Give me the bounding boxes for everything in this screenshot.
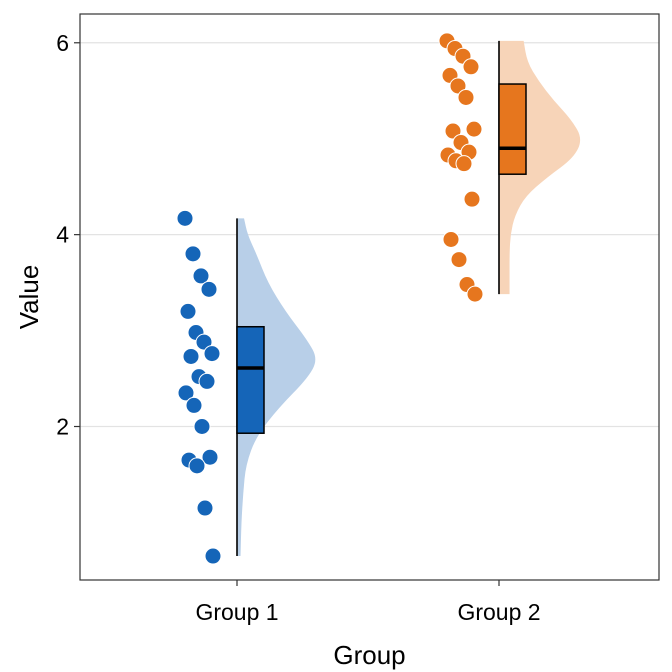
grid-lines (80, 42, 659, 428)
data-point (462, 58, 480, 76)
plot-panel-border (79, 13, 660, 581)
data-point (192, 267, 210, 285)
data-point (195, 333, 213, 351)
data-point (444, 122, 462, 140)
data-point (177, 384, 195, 402)
y-axis-ticks: 2 4 6 (56, 30, 80, 440)
data-point (466, 285, 484, 303)
data-point (184, 245, 202, 263)
data-points (176, 32, 484, 565)
data-point (442, 230, 460, 248)
y-tick-label: 6 (56, 30, 69, 56)
x-tick-label: Group 1 (195, 599, 278, 625)
data-point (203, 345, 221, 363)
data-point (188, 457, 206, 475)
data-point (182, 347, 200, 365)
data-point (465, 120, 483, 138)
data-point (185, 396, 203, 414)
box-iqr (236, 325, 265, 434)
data-point (196, 499, 214, 517)
data-point (176, 209, 194, 227)
boxplots (236, 40, 527, 557)
density-clouds (237, 40, 581, 557)
density-cloud (237, 218, 316, 557)
data-point (457, 88, 475, 106)
data-point (450, 251, 468, 269)
data-point (200, 280, 218, 298)
data-point (463, 190, 481, 208)
data-point (198, 372, 216, 390)
data-point (193, 418, 211, 436)
x-axis-title: Group (333, 640, 405, 670)
data-point (449, 77, 467, 95)
x-tick-label: Group 2 (457, 599, 540, 625)
y-tick-label: 4 (56, 222, 69, 248)
data-point (201, 448, 219, 466)
x-axis-ticks: Group 1 Group 2 (195, 580, 541, 625)
data-point (455, 155, 473, 173)
box-iqr (498, 83, 527, 175)
data-point (204, 547, 222, 565)
y-tick-label: 2 (56, 414, 69, 440)
y-axis-title: Value (14, 265, 44, 330)
data-point (179, 302, 197, 320)
